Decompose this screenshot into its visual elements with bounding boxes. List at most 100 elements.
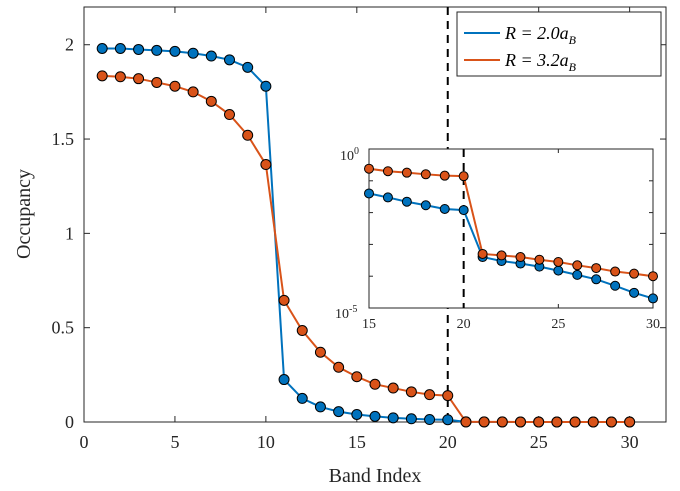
main-point-series-1 (405, 413, 417, 425)
main-point-series-2 (296, 325, 308, 337)
main-point-series-1 (260, 80, 272, 92)
inset-point-series-1 (648, 293, 658, 304)
x-tick-label: 10 (257, 432, 275, 452)
inset-series (364, 163, 658, 304)
main-point-series-2 (133, 73, 145, 85)
y-axis-label: Occupancy (13, 169, 35, 259)
inset-point-series-2 (420, 169, 431, 180)
main-point-series-1 (151, 44, 163, 56)
main-point-series-1 (114, 43, 126, 54)
inset-y-tick-label-top: 100 (340, 146, 359, 164)
inset-point-series-1 (610, 280, 621, 291)
main-point-series-2 (260, 159, 272, 171)
inset-ticks: 15 20 25 30 (362, 148, 660, 332)
main-point-series-2 (314, 346, 326, 358)
legend: R = 2.0aB R = 3.2aB (456, 11, 662, 77)
inset-point-series-1 (553, 265, 564, 276)
inset-point-series-2 (534, 254, 545, 265)
main-point-series-1 (96, 43, 108, 54)
main-point-series-1 (369, 410, 381, 422)
main-point-series-2 (533, 416, 545, 428)
main-point-series-2 (496, 416, 508, 428)
main-point-series-1 (442, 414, 454, 426)
legend-label-series-2: R = 3.2aB (504, 50, 577, 74)
main-point-series-2 (569, 416, 581, 428)
main-point-series-2 (187, 86, 199, 98)
inset-point-series-1 (591, 274, 602, 285)
inset-point-series-1 (382, 192, 393, 203)
inset-point-series-2 (439, 170, 450, 181)
y-tick-label: 2 (65, 35, 74, 55)
inset-series-line-1 (368, 192, 654, 300)
main-point-series-2 (96, 70, 108, 82)
inset-point-series-2 (477, 248, 488, 259)
main-point-series-2 (442, 390, 454, 402)
inset-point-series-1 (364, 188, 374, 199)
inset-point-series-2 (591, 263, 602, 274)
main-point-series-2 (242, 129, 254, 141)
inset-point-series-1 (420, 200, 431, 211)
main-series (96, 43, 636, 428)
inset-point-series-1 (629, 287, 640, 298)
main-point-series-2 (424, 389, 436, 401)
inset-point-series-1 (572, 269, 583, 280)
legend-label-series-1: R = 2.0aB (504, 23, 577, 47)
main-point-series-1 (333, 406, 345, 418)
main-point-series-2 (624, 416, 636, 428)
inset-point-series-2 (458, 171, 469, 182)
inset-point-series-2 (610, 266, 621, 277)
main-point-series-1 (278, 374, 290, 386)
main-ticks: 0 5 10 15 20 25 30 0 0.5 1 1.5 2 (52, 7, 666, 452)
main-point-series-2 (587, 416, 599, 428)
main-point-series-1 (242, 61, 254, 73)
inset-point-series-2 (572, 260, 583, 271)
main-point-series-1 (169, 45, 181, 57)
inset-point-series-2 (401, 167, 412, 178)
main-point-series-2 (205, 95, 217, 107)
main-point-series-2 (515, 416, 526, 428)
inset-point-series-2 (382, 166, 393, 177)
main-point-series-1 (187, 47, 199, 59)
main-point-series-2 (460, 416, 472, 428)
inset-point-series-1 (458, 205, 469, 216)
inset-point-series-1 (401, 196, 412, 207)
y-tick-label: 0.5 (52, 318, 75, 338)
inset-point-series-2 (553, 256, 564, 267)
inset-point-series-2 (648, 271, 658, 282)
inset-x-tick-label: 30 (646, 317, 660, 332)
main-point-series-1 (296, 392, 308, 404)
main-point-series-2 (551, 416, 563, 428)
main-point-series-2 (387, 382, 399, 394)
x-tick-label: 15 (348, 432, 366, 452)
main-point-series-2 (369, 378, 381, 390)
inset-y-tick-label-bottom: 10-5 (335, 304, 357, 322)
inset-plot: 15 20 25 30 100 10-5 (335, 146, 660, 332)
inset-point-series-1 (439, 203, 450, 214)
main-point-series-1 (224, 54, 235, 66)
main-point-series-1 (351, 408, 363, 420)
x-tick-label: 0 (80, 432, 89, 452)
inset-point-series-2 (629, 268, 640, 279)
x-tick-label: 5 (170, 432, 179, 452)
main-point-series-2 (151, 76, 163, 88)
main-point-series-2 (605, 416, 617, 428)
main-point-series-2 (405, 386, 417, 398)
legend-box (456, 11, 662, 77)
main-point-series-2 (278, 294, 290, 306)
inset-x-tick-label: 25 (551, 317, 565, 332)
inset-point-series-2 (364, 163, 374, 174)
main-point-series-1 (424, 414, 436, 426)
main-point-series-1 (133, 43, 145, 55)
main-point-series-1 (314, 401, 326, 413)
x-axis-label: Band Index (329, 465, 422, 487)
main-point-series-2 (114, 71, 126, 83)
y-tick-label: 1.5 (52, 129, 75, 149)
x-tick-label: 20 (439, 432, 457, 452)
inset-x-tick-label: 15 (362, 317, 376, 332)
main-point-series-2 (351, 371, 363, 383)
y-tick-label: 1 (65, 223, 74, 243)
main-point-series-2 (169, 80, 181, 92)
inset-point-series-2 (496, 250, 507, 261)
main-point-series-2 (224, 109, 235, 121)
